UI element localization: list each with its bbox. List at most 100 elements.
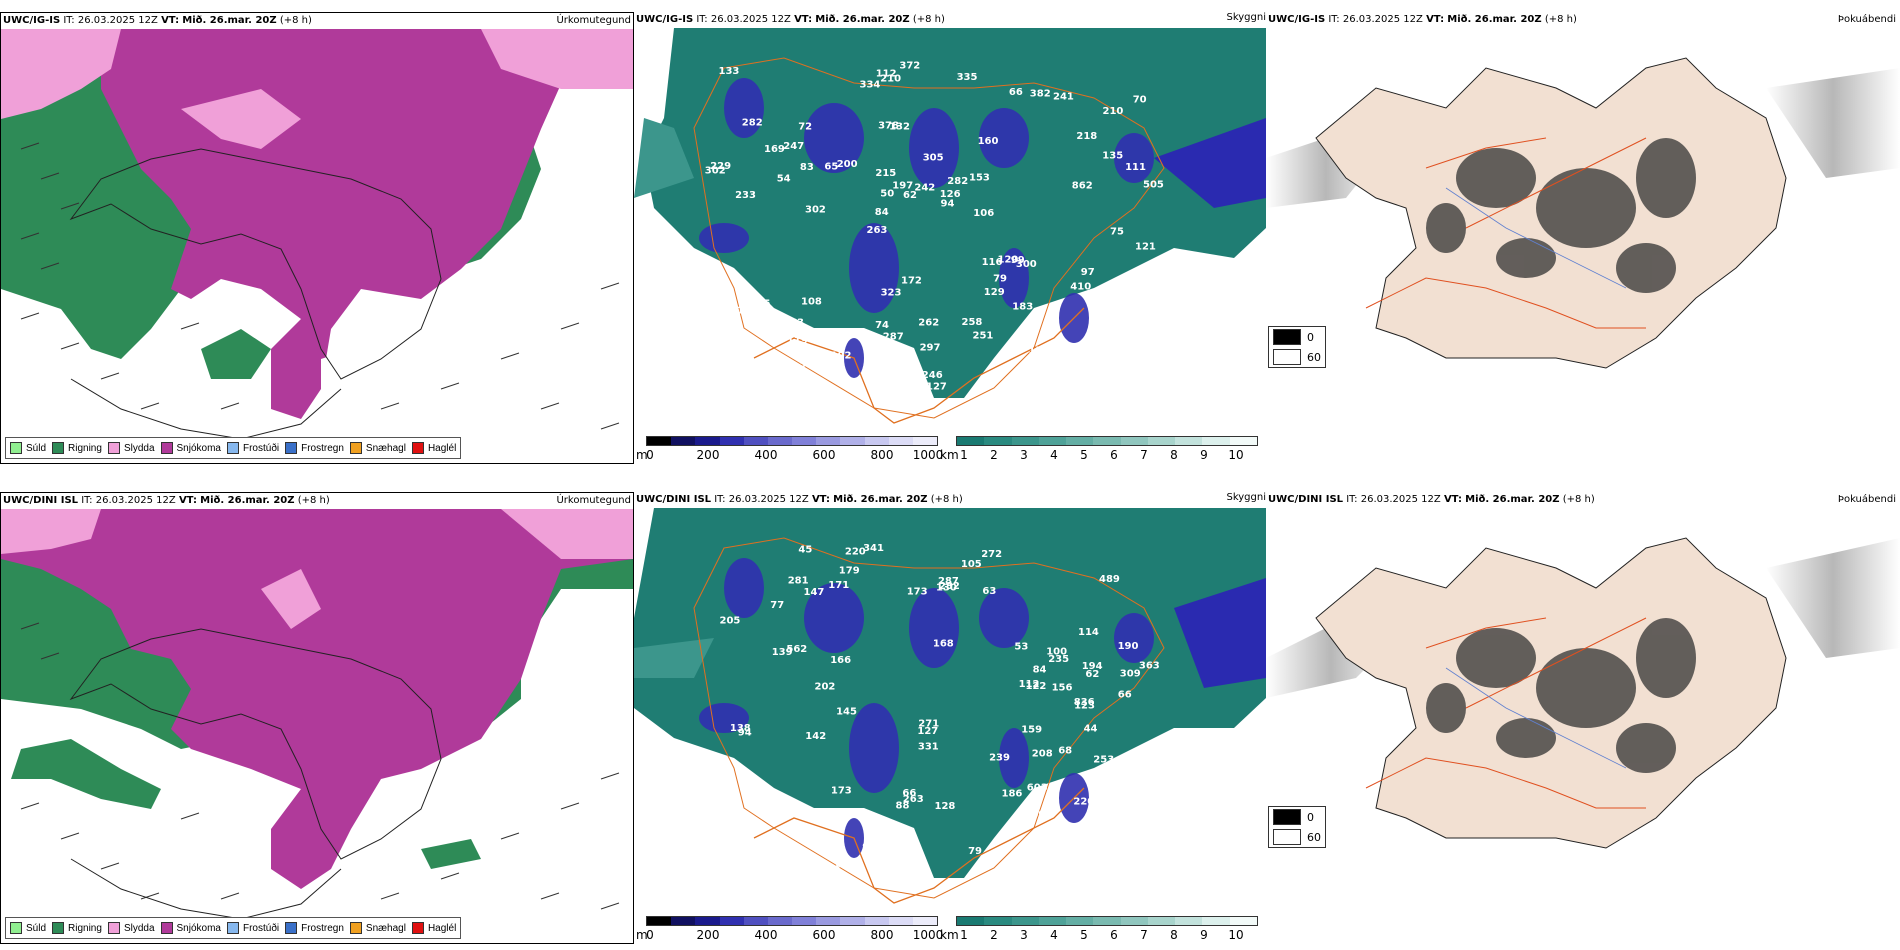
elevation-label: 220 [1073, 797, 1094, 808]
elevation-label: 345 [793, 808, 814, 819]
terrain-blobs [699, 78, 1154, 378]
panel-title: Skyggni [1226, 12, 1266, 23]
visibility-colorbar: km 1 2 3 4 5 6 7 8 9 10 [940, 916, 1266, 944]
elevation-label: 262 [918, 318, 939, 329]
elevation-label: 866 [717, 349, 738, 360]
legend-item: Frostregn [285, 922, 344, 934]
elevation-label: 372 [899, 61, 920, 72]
height-colorbar: m 0 200 400 600 800 1000 [636, 436, 946, 464]
precip-type-panel-top: UWC/IG-IS IT: 26.03.2025 12Z VT: Mið. 26… [0, 12, 634, 464]
elevation-label: 150 [1028, 345, 1049, 356]
elevation-label: 862 [1072, 181, 1093, 192]
elevation-label: 300 [1016, 259, 1037, 270]
elevation-label: 258 [962, 317, 983, 328]
visibility-map: 2201902361682061791945244895623092058361… [634, 508, 1266, 924]
legend-item: Frostregn [285, 442, 344, 454]
legend-swatch [226, 442, 239, 454]
elevation-label: 93 [862, 842, 876, 853]
elevation-label: 57 [799, 359, 813, 370]
elevation-label: 378 [878, 120, 899, 131]
elevation-label: 146 [757, 369, 778, 380]
height-colorbar-bar [646, 916, 938, 926]
elevation-label: 53 [1101, 819, 1115, 830]
height-tick: 1000 [912, 928, 944, 942]
height-tick: 400 [754, 448, 778, 462]
fog-index-map [1266, 28, 1900, 444]
elevation-label: 354 [1112, 846, 1133, 857]
elevation-label: 132 [889, 121, 910, 132]
legend-swatch [411, 442, 424, 454]
elevation-label: 153 [969, 173, 990, 184]
fog-key-row: 0 [1269, 807, 1325, 827]
panel-title: Þokuábendi [1837, 494, 1896, 505]
elevation-label: 74 [1060, 363, 1074, 374]
elevation-label: 302 [805, 205, 826, 216]
legend-item: Frostúði [226, 922, 279, 934]
precip-type-panel-bottom: UWC/DINI ISL IT: 26.03.2025 12Z VT: Mið.… [0, 492, 634, 944]
elevation-label: 239 [989, 752, 1010, 763]
panel-title: Úrkomutegund [556, 495, 631, 506]
vis-tick: 4 [1050, 928, 1058, 942]
legend-item: Súld [10, 922, 46, 934]
fog-key-swatch [1273, 829, 1301, 845]
elevation-label: 123 [1074, 700, 1095, 711]
elevation-label: 524 [830, 809, 851, 820]
elevation-label: 145 [836, 707, 857, 718]
elevation-label: 363 [1139, 660, 1160, 671]
vis-tick: 9 [1200, 448, 1208, 462]
elevation-label: 172 [901, 275, 922, 286]
elevation-label: 272 [981, 549, 1002, 560]
elevation-label: 305 [923, 153, 944, 164]
fog-key: 0 60 [1268, 806, 1326, 848]
legend-item: Slydda [107, 442, 155, 454]
elevation-label: 243 [783, 318, 804, 329]
fog-key: 0 60 [1268, 326, 1326, 368]
fog-dark-areas [1426, 138, 1696, 293]
visibility-colorbar-bar [956, 436, 1258, 446]
elevation-label: 142 [805, 731, 826, 742]
panel-header: UWC/IG-IS IT: 26.03.2025 12Z VT: Mið. 26… [636, 14, 945, 25]
elevation-label: 489 [1099, 574, 1120, 585]
elevation-label: 44 [1084, 724, 1098, 735]
height-tick: 800 [870, 928, 894, 942]
legend-item: Frostúði [226, 442, 279, 454]
elevation-label: 159 [1021, 725, 1042, 736]
precip-legend: Súld Rigning Slydda Snjókoma Frostúði Fr… [5, 437, 462, 459]
elevation-label: 62 [903, 190, 917, 201]
legend-swatch [52, 922, 65, 934]
visibility-colorbar-bar [956, 916, 1258, 926]
elevation-label: 282 [947, 176, 968, 187]
elevation-label: 122 [1026, 681, 1047, 692]
elevation-label: 65 [824, 162, 838, 173]
fog-key-swatch [1273, 349, 1301, 365]
elevation-label: 82 [727, 801, 741, 812]
elevation-label: 205 [720, 616, 741, 627]
elevation-label: 94 [738, 728, 752, 739]
vis-tick: 9 [1200, 928, 1208, 942]
elevation-label: 158 [1002, 865, 1023, 876]
legend-swatch [107, 922, 120, 934]
elevation-label: 63 [982, 586, 996, 597]
elevation-label: 247 [783, 141, 804, 152]
elevation-label: 105 [721, 370, 742, 381]
elevation-label: 323 [881, 287, 902, 298]
elevation-label: 246 [922, 370, 943, 381]
elevation-label: 202 [815, 682, 836, 693]
legend-swatch [285, 922, 298, 934]
vis-tick: 1 [960, 928, 968, 942]
elevation-label: 142 [716, 334, 737, 345]
elevation-label: 309 [1120, 669, 1141, 680]
elevation-label: 160 [978, 136, 999, 147]
legend-item: Rigning [52, 922, 102, 934]
terrain-blobs [699, 558, 1154, 858]
elevation-label: 53 [1014, 642, 1028, 653]
fog-key-row: 0 [1269, 327, 1325, 347]
elevation-label: 186 [1002, 788, 1023, 799]
elevation-label: 130 [936, 582, 957, 593]
elevation-label: 210 [1103, 106, 1124, 117]
elevation-label: 79 [993, 274, 1007, 285]
height-unit: m [636, 928, 648, 942]
panel-header: UWC/DINI ISL IT: 26.03.2025 12Z VT: Mið.… [636, 494, 963, 505]
legend-swatch [10, 922, 22, 934]
elevation-label: 335 [957, 72, 978, 83]
